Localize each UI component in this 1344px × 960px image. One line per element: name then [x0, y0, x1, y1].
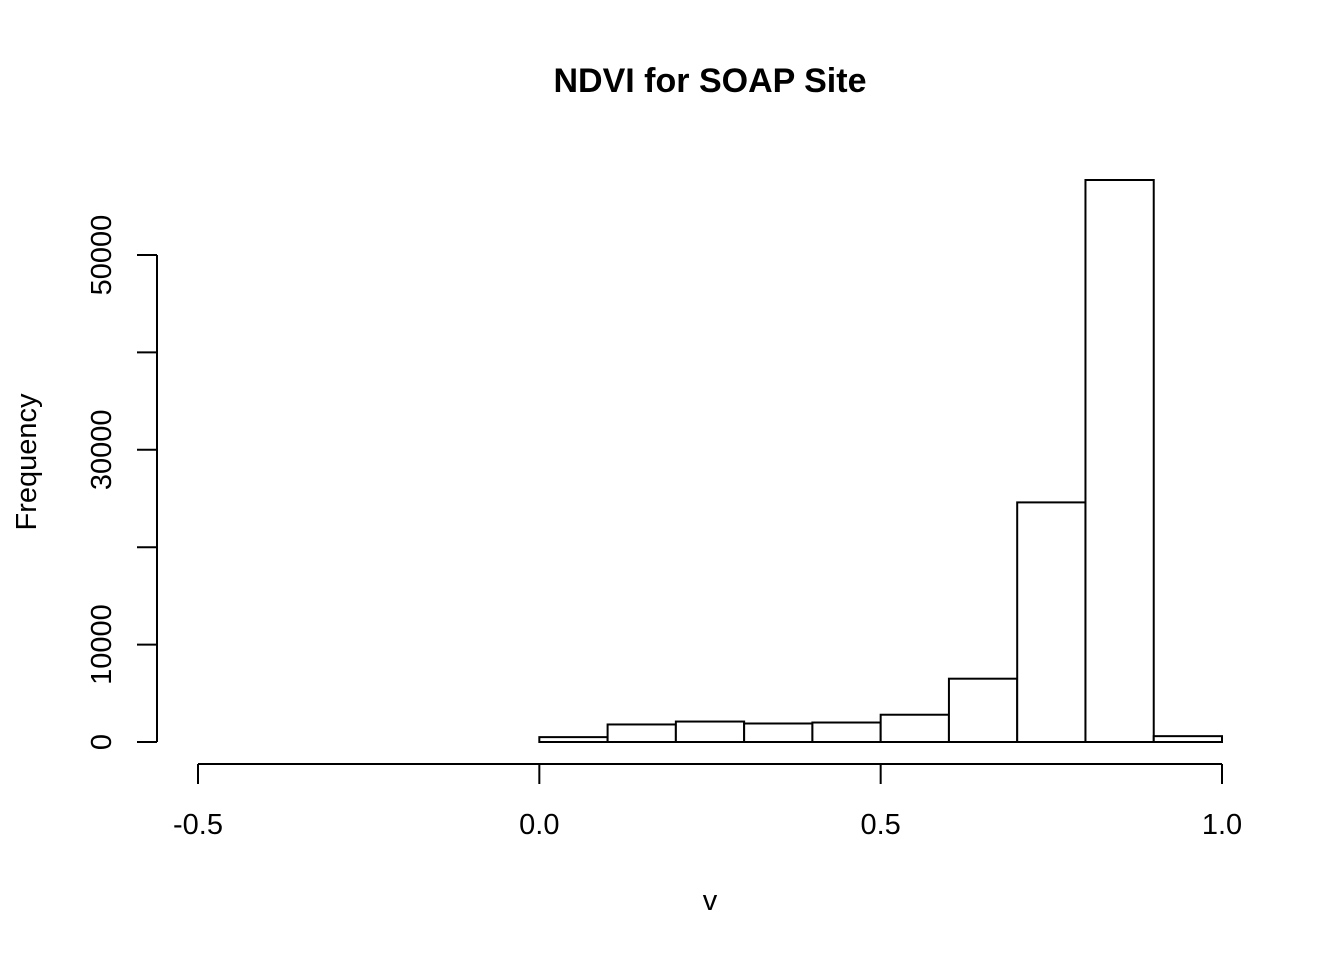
histogram-bar: [1152, 735, 1223, 744]
histogram-bar: [674, 720, 746, 744]
histogram-bar: [538, 736, 609, 744]
histogram-bar: [1084, 179, 1155, 743]
histogram-bar: [947, 677, 1019, 744]
x-axis: -0.5 0.0 0.5 1.0: [173, 763, 1242, 841]
histogram-bar: [1016, 501, 1087, 743]
x-tick-label: -0.5: [173, 809, 223, 841]
x-tick-label: 0.5: [861, 809, 901, 841]
bars-group: [538, 179, 1223, 744]
x-tick-label: 0.0: [519, 809, 559, 841]
histogram-bar: [606, 723, 677, 744]
y-axis-label: Frequency: [11, 393, 43, 531]
y-tick-label: 30000: [86, 409, 118, 490]
chart-title: NDVI for SOAP Site: [554, 62, 867, 100]
histogram-bar: [743, 722, 814, 744]
histogram-bar: [811, 721, 882, 744]
histogram-bar: [879, 713, 950, 744]
y-axis: 0 10000 30000 50000: [86, 215, 158, 750]
x-axis-label: v: [703, 885, 718, 917]
x-tick-label: 1.0: [1202, 809, 1242, 841]
y-tick-label: 0: [86, 734, 118, 750]
y-tick-label: 50000: [86, 215, 118, 296]
y-tick-label: 10000: [86, 604, 118, 685]
